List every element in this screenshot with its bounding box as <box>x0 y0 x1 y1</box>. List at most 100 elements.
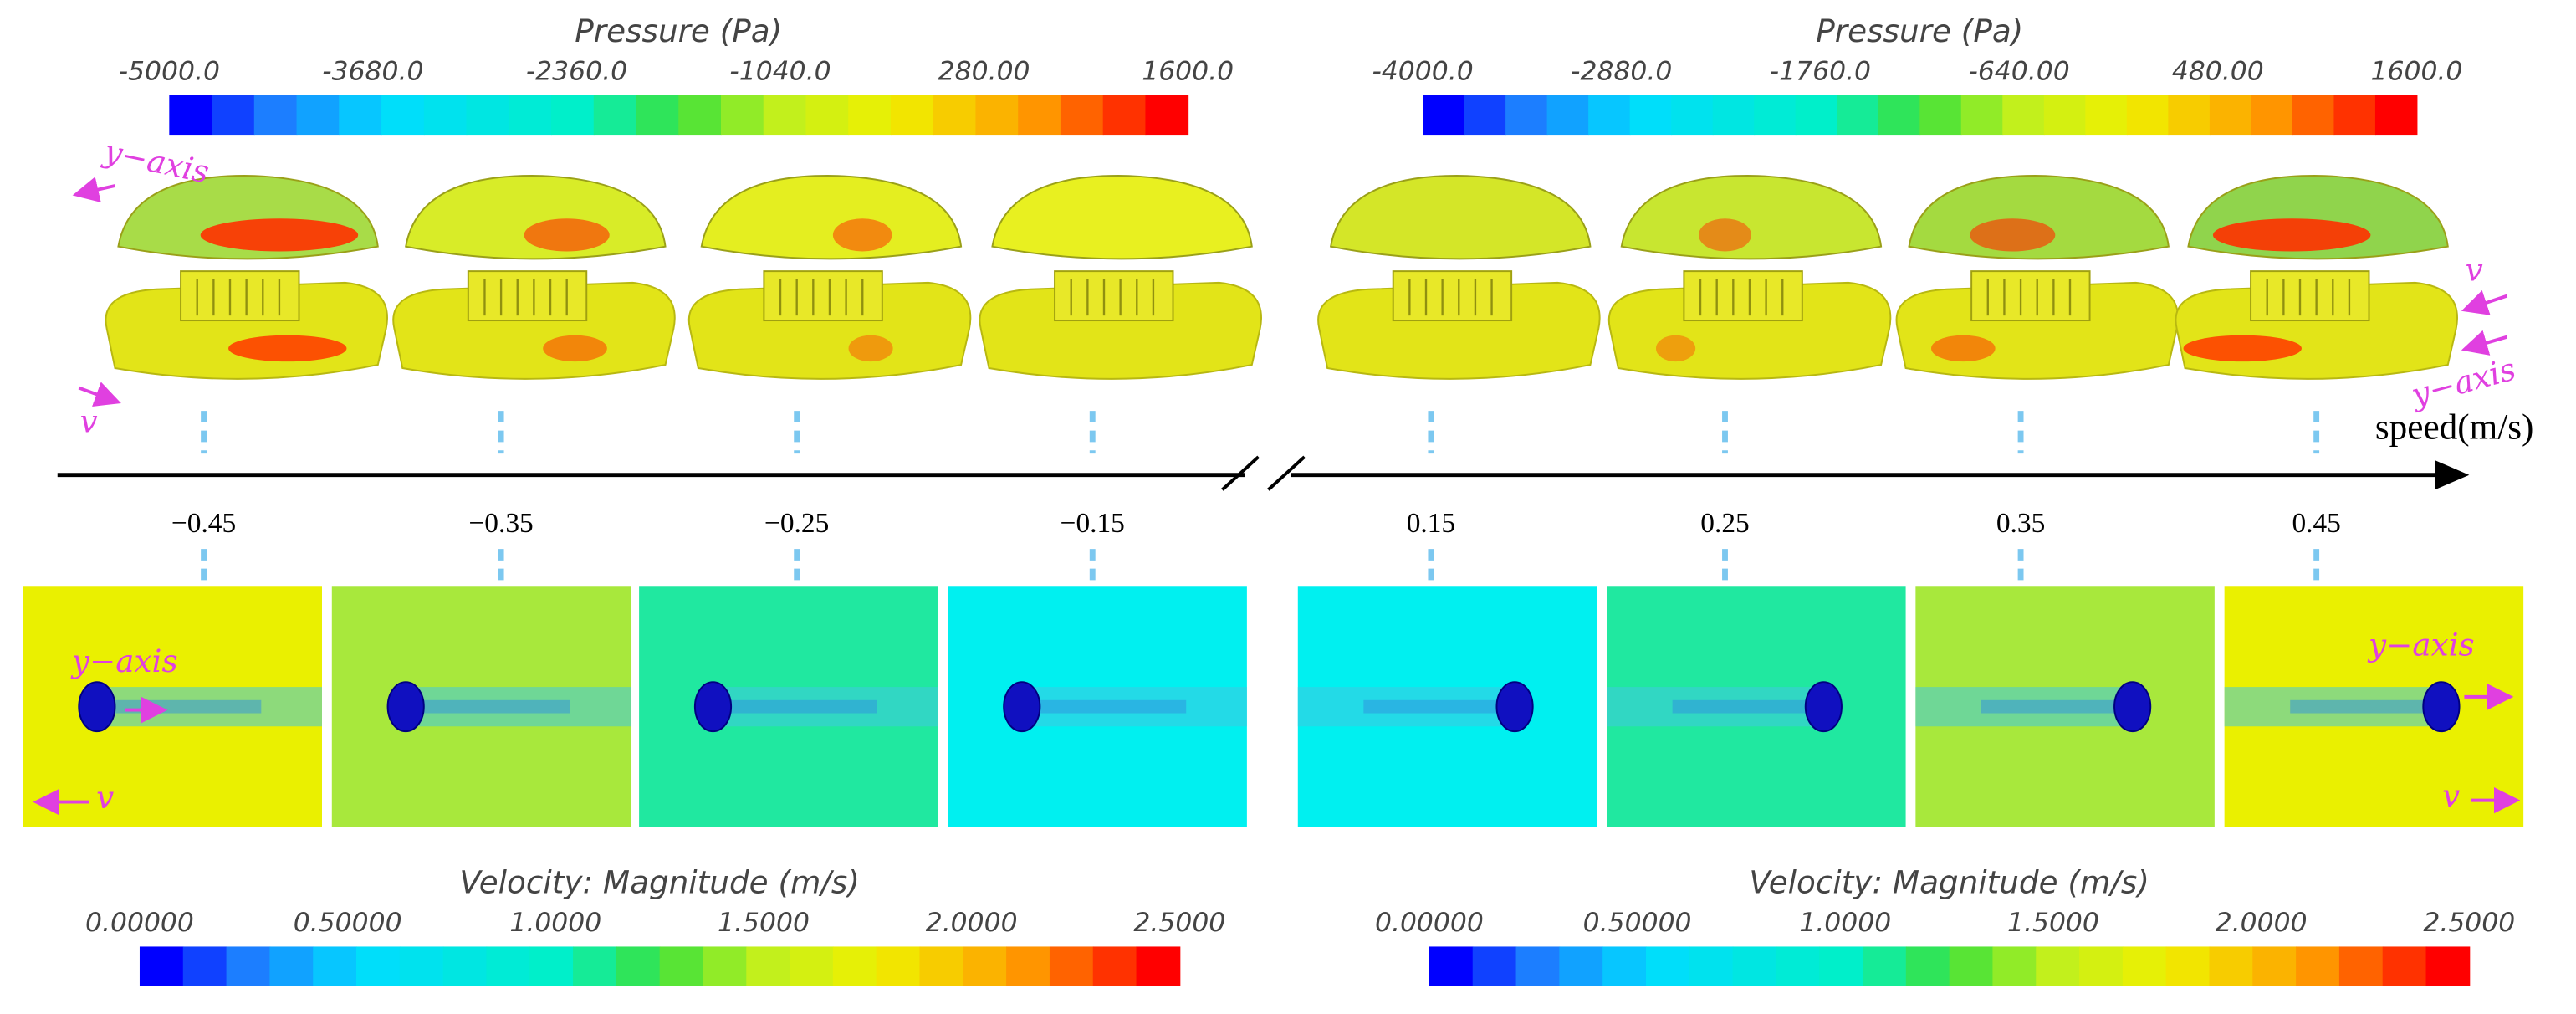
annotation: v <box>2442 777 2460 814</box>
colorbar-step <box>1754 95 1797 136</box>
colorbar-step <box>1092 946 1137 986</box>
model-silhouette <box>78 681 116 733</box>
colorbar-step <box>678 95 722 136</box>
pressure-hotspot <box>1656 335 1696 362</box>
colorbar-step <box>933 95 977 136</box>
colorbar-step <box>1629 95 1673 136</box>
colorbar-tick-label: 1.5000 <box>2007 908 2099 938</box>
colorbar-step <box>593 95 637 136</box>
colorbar-step <box>1505 95 1548 136</box>
colorbar-step <box>720 95 764 136</box>
colorbar-tick-label: -4000.0 <box>1372 56 1473 86</box>
colorbar-step <box>763 95 807 136</box>
wake-core <box>713 699 877 714</box>
axis-break <box>1221 455 1260 491</box>
colorbar-title: Pressure (Pa) <box>1816 13 2023 49</box>
model-base <box>1607 281 1892 380</box>
colorbar-step <box>1863 946 1907 986</box>
colorbar-tick-label: -1040.0 <box>729 56 831 86</box>
model-core <box>763 270 883 322</box>
model-silhouette <box>693 681 733 733</box>
colorbar-step <box>636 95 680 136</box>
axis-tick-label: −0.25 <box>764 508 829 539</box>
colorbar-tick-label: 2.0000 <box>2216 908 2308 938</box>
colorbar-step <box>466 95 510 136</box>
colorbar-step <box>2209 946 2254 986</box>
colorbar-step <box>1960 95 2004 136</box>
model-base <box>979 281 1262 380</box>
annotation-arrow <box>72 177 115 202</box>
colorbar-tick-label: 2.5000 <box>2423 908 2515 938</box>
colorbar-step <box>1145 95 1189 136</box>
colorbar-step <box>1905 946 1950 986</box>
colorbar-tick-label: -5000.0 <box>119 56 220 86</box>
wake-core <box>1021 699 1187 714</box>
pressure-hotspot <box>2183 335 2302 362</box>
colorbar-tick-label: 1.5000 <box>718 908 810 938</box>
colorbar-step <box>226 946 271 986</box>
colorbar-step <box>1423 95 1465 136</box>
colorbar-step <box>1049 946 1094 986</box>
model-silhouette <box>1003 681 1041 733</box>
colorbar-step <box>919 946 964 986</box>
colorbar-step <box>182 946 227 986</box>
colorbar-step <box>2043 95 2087 136</box>
colorbar-step <box>832 946 877 986</box>
model-silhouette <box>386 681 425 733</box>
colorbar-tick-label: 2.0000 <box>926 908 1018 938</box>
colorbar-step <box>339 95 383 136</box>
axis-arrow <box>2435 460 2470 490</box>
colorbar-step <box>1602 946 1647 986</box>
colorbar-step <box>423 95 468 136</box>
pressure-hotspot <box>1699 218 1751 252</box>
colorbar-step <box>2002 95 2045 136</box>
model-render <box>979 175 1262 380</box>
model-silhouette <box>1804 681 1843 733</box>
annotation: y−axis <box>70 643 178 679</box>
colorbar-step <box>253 95 298 136</box>
colorbar-tick-label: -3680.0 <box>322 56 423 86</box>
colorbar-step <box>1102 95 1147 136</box>
colorbar-step <box>703 946 748 986</box>
model-core <box>1054 270 1174 322</box>
pressure-hotspot <box>1970 218 2056 252</box>
colorbar-step <box>2168 95 2211 136</box>
pressure-hotspot <box>543 335 607 362</box>
model-render <box>687 175 972 380</box>
model-render <box>1317 175 1601 380</box>
model-base <box>392 281 676 380</box>
colorbar-step <box>2079 946 2124 986</box>
colorbar-step <box>1795 95 1838 136</box>
colorbar-tick-label: -2880.0 <box>1571 56 1672 86</box>
colorbar-step <box>169 95 213 136</box>
colorbar-step <box>212 95 255 136</box>
colorbar-tick-label: 280.00 <box>938 56 1030 86</box>
annotation: v <box>2466 252 2483 289</box>
colorbar-step <box>1671 95 1714 136</box>
model-silhouette <box>1495 681 1534 733</box>
colorbar-step <box>313 946 357 986</box>
colorbar-tick-label: 0.00000 <box>1375 908 1484 938</box>
colorbar-title: Pressure (Pa) <box>575 13 782 49</box>
annotation: y−axis <box>100 132 212 191</box>
wake-core <box>2290 699 2441 714</box>
model-render <box>1895 175 2179 380</box>
colorbar-step <box>1712 95 1756 136</box>
model-core <box>180 270 300 322</box>
pressure-hotspot <box>848 335 893 362</box>
colorbar-step <box>2292 95 2335 136</box>
colorbar-tick-label: 1.0000 <box>509 908 601 938</box>
colorbar-step <box>529 946 575 986</box>
colorbar-step <box>2251 95 2293 136</box>
axis-tick-label: −0.45 <box>171 508 236 539</box>
colorbar-step <box>2425 946 2471 986</box>
colorbar-tick-label: 0.50000 <box>294 908 402 938</box>
colorbar-step <box>1776 946 1821 986</box>
colorbar-step <box>876 946 921 986</box>
colorbar-tick-label: 0.50000 <box>1583 908 1692 938</box>
colorbar-step <box>659 946 704 986</box>
colorbar-title: Velocity: Magnitude (m/s) <box>459 863 860 900</box>
colorbar-tick-label: 0.00000 <box>85 908 194 938</box>
wake-core <box>406 699 570 714</box>
